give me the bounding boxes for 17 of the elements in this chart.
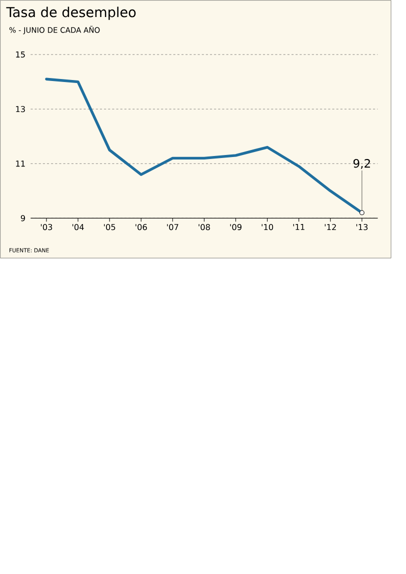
x-tick-label: '03	[40, 224, 52, 230]
y-tick-label: 9	[20, 215, 26, 222]
x-tick-label: '10	[262, 224, 274, 230]
y-tick-label: 11	[16, 160, 25, 167]
x-tick-label: '11	[293, 224, 304, 230]
y-tick-label: 15	[16, 52, 25, 58]
x-tick-label: '04	[72, 224, 84, 230]
annotation: 9,2	[354, 159, 370, 169]
x-tick-label: '06	[136, 224, 147, 230]
y-tick-label: 13	[16, 106, 25, 112]
x-tick-label: '12	[324, 224, 336, 230]
x-tick-label: '13	[356, 224, 368, 230]
x-tick-label: '09	[230, 224, 242, 230]
x-tick-label: '05	[104, 224, 116, 230]
x-tick-label: '07	[167, 224, 178, 230]
chart-title: Tasa de desempleo	[6, 6, 136, 20]
x-tick-label: '08	[198, 224, 210, 230]
